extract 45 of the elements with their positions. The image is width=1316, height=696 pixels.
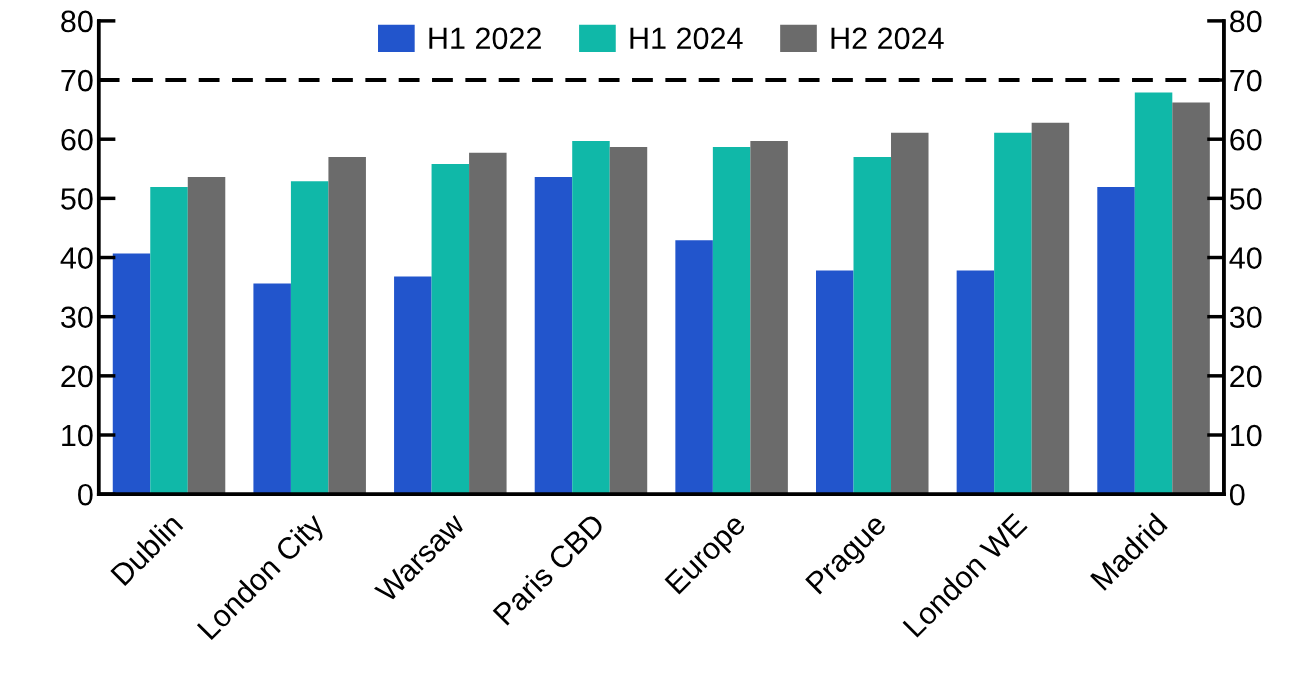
bar xyxy=(328,156,366,495)
bar xyxy=(853,156,892,495)
bar xyxy=(1097,187,1135,495)
bar xyxy=(572,140,610,495)
bar xyxy=(253,283,291,495)
y-tick-label: 0 xyxy=(78,483,93,506)
bar xyxy=(816,270,854,495)
y-tick-label: 60 xyxy=(61,128,93,151)
bar xyxy=(994,132,1032,495)
y2-tick-label: 50 xyxy=(1229,188,1262,210)
y2-tick-label: 20 xyxy=(1230,365,1262,388)
legend-label: H1 2022 xyxy=(429,27,541,50)
bar xyxy=(394,276,432,495)
bar xyxy=(187,177,226,495)
bar xyxy=(431,164,470,495)
bar xyxy=(712,146,751,495)
y2-tick-label: 10 xyxy=(1231,424,1262,447)
bar xyxy=(956,270,995,495)
y-tick-label: 40 xyxy=(60,247,93,269)
legend-label: H2 2024 xyxy=(831,27,944,50)
y-tick-label: 20 xyxy=(61,365,93,388)
bar xyxy=(675,240,713,495)
bar xyxy=(1031,122,1070,495)
bar xyxy=(112,253,151,495)
bar xyxy=(1172,102,1210,495)
bar xyxy=(891,132,929,495)
y-tick-label: 30 xyxy=(61,306,93,329)
y2-tick-label: 60 xyxy=(1230,128,1262,151)
y-tick-label: 10 xyxy=(62,424,93,447)
bar xyxy=(534,177,573,495)
y2-tick-label: 70 xyxy=(1230,69,1262,92)
y2-tick-label: 0 xyxy=(1229,483,1245,506)
y-tick-label: 80 xyxy=(61,10,93,33)
bar xyxy=(750,140,788,495)
y-tick-label: 50 xyxy=(61,188,93,210)
y-tick-label: 70 xyxy=(61,69,93,92)
y2-tick-label: 40 xyxy=(1229,247,1262,269)
bar xyxy=(150,187,188,495)
y2-tick-label: 30 xyxy=(1229,306,1262,329)
bar xyxy=(469,152,507,495)
bar xyxy=(1134,92,1173,495)
bar xyxy=(290,181,329,495)
bar xyxy=(609,146,648,495)
legend-label: H1 2024 xyxy=(630,27,743,50)
y2-tick-label: 80 xyxy=(1230,10,1262,33)
